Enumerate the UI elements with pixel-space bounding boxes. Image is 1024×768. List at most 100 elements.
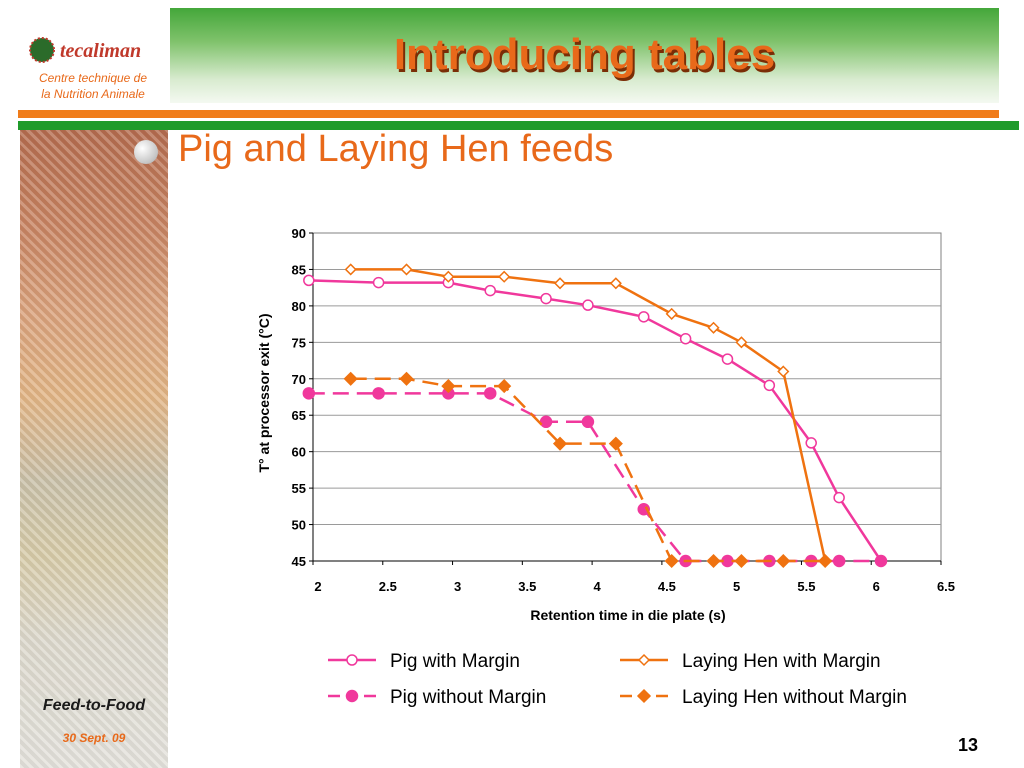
data-point xyxy=(399,371,414,386)
y-tick-label: 85 xyxy=(292,262,306,277)
data-point xyxy=(345,689,359,703)
data-point xyxy=(833,491,845,504)
slide-title: Introducing tables xyxy=(393,30,776,79)
data-point xyxy=(721,554,734,568)
slide-subtitle: Pig and Laying Hen feeds xyxy=(178,128,614,170)
data-point xyxy=(553,277,567,290)
legend-item: Pig with Margin xyxy=(328,651,520,672)
logo-graphic: tecaliman xyxy=(29,37,141,63)
data-point xyxy=(721,353,734,365)
data-point xyxy=(874,554,888,568)
logo-brand-text: tecaliman xyxy=(60,40,141,62)
x-tick-label: 3.5 xyxy=(518,579,536,594)
data-point xyxy=(483,387,497,400)
data-point xyxy=(664,553,679,569)
y-axis-label: T° at processor exit (°C) xyxy=(256,313,272,472)
data-point xyxy=(707,321,720,334)
data-point xyxy=(706,553,721,569)
y-tick-label: 60 xyxy=(292,445,306,460)
data-point xyxy=(637,653,651,667)
x-axis-label: Retention time in die plate (s) xyxy=(530,607,725,623)
logo-caption-line1: Centre technique de xyxy=(38,71,148,85)
x-tick-label: 5.5 xyxy=(797,579,815,594)
chart-grid xyxy=(312,232,942,562)
logo-caption-line2: la Nutrition Animale xyxy=(41,87,145,101)
data-point xyxy=(805,437,817,449)
sidebar-texture xyxy=(20,130,168,768)
data-point xyxy=(372,276,385,289)
x-tick-label: 2.5 xyxy=(379,579,397,594)
data-point xyxy=(539,415,553,429)
x-tick-label: 3 xyxy=(454,579,461,594)
data-point xyxy=(735,336,748,349)
data-point xyxy=(581,415,595,429)
bullet-icon xyxy=(134,140,158,164)
legend-item: Laying Hen without Margin xyxy=(620,687,907,708)
data-point xyxy=(372,387,385,400)
data-point xyxy=(400,263,413,276)
data-point xyxy=(540,292,552,305)
data-point xyxy=(609,277,622,290)
data-point xyxy=(679,332,692,345)
x-tick-label: 4.5 xyxy=(658,579,676,594)
y-tick-label: 75 xyxy=(292,335,306,350)
data-point xyxy=(343,371,358,386)
legend-item: Pig without Margin xyxy=(328,687,546,708)
x-tick-label: 5 xyxy=(733,579,740,594)
logo-caption: Centre technique de la Nutrition Animale xyxy=(18,70,168,102)
data-point xyxy=(552,436,568,451)
data-point xyxy=(776,553,791,569)
y-tick-label: 50 xyxy=(292,518,306,533)
company-logo: tecaliman Centre technique de la Nutriti… xyxy=(18,30,168,110)
header-divider-orange xyxy=(18,110,999,118)
title-band: Introducing tables xyxy=(170,8,999,103)
legend-label: Laying Hen with Margin xyxy=(682,651,881,672)
x-tick-label: 2 xyxy=(314,579,321,594)
data-point xyxy=(818,553,833,569)
data-point xyxy=(582,299,594,311)
legend-label: Pig with Margin xyxy=(390,651,520,672)
data-point xyxy=(636,688,652,704)
x-tick-label: 6.5 xyxy=(937,579,955,594)
y-tick-label: 70 xyxy=(292,372,306,387)
data-point xyxy=(608,436,623,451)
y-tick-label: 80 xyxy=(292,299,306,314)
data-point xyxy=(637,311,650,323)
data-point xyxy=(302,387,316,400)
y-tick-label: 45 xyxy=(292,554,306,569)
data-point xyxy=(777,365,790,378)
plot-area xyxy=(312,232,942,562)
logo-globe-icon xyxy=(30,38,54,62)
y-tick-label: 65 xyxy=(292,408,306,423)
y-tick-label: 55 xyxy=(292,481,306,496)
chart-series xyxy=(302,263,888,569)
data-point xyxy=(484,284,496,297)
data-point xyxy=(763,379,776,392)
page-number: 13 xyxy=(958,735,979,755)
decorative-sidebar xyxy=(20,130,168,768)
footer-brand: Feed-to-Food xyxy=(42,697,146,714)
data-point xyxy=(442,270,455,283)
data-point xyxy=(665,307,678,320)
x-tick-label: 6 xyxy=(873,579,880,594)
data-point xyxy=(832,554,846,568)
footer-date: 30 Sept. 09 xyxy=(62,731,126,745)
header-divider-green xyxy=(18,121,1019,130)
series-3 xyxy=(343,371,833,569)
data-point xyxy=(498,270,511,283)
chart-legend: Pig with Margin Laying Hen with Margin Pig… xyxy=(328,651,907,708)
y-tick-label: 90 xyxy=(292,226,306,241)
legend-label: Pig without Margin xyxy=(390,687,546,708)
series-1 xyxy=(344,263,832,568)
data-point xyxy=(303,274,315,287)
data-point xyxy=(441,379,456,394)
data-point xyxy=(346,654,358,666)
data-point xyxy=(734,553,749,569)
data-point xyxy=(497,379,512,394)
legend-item: Laying Hen with Margin xyxy=(620,651,881,672)
data-point xyxy=(344,263,357,276)
chart-axes: 45 50 55 60 65 70 75 80 85 90 2 2.5 3 3.5 4 4.5 5 5.5 6 6.5 xyxy=(292,226,956,594)
x-tick-label: 4 xyxy=(593,579,601,594)
legend-label: Laying Hen without Margin xyxy=(682,687,907,708)
